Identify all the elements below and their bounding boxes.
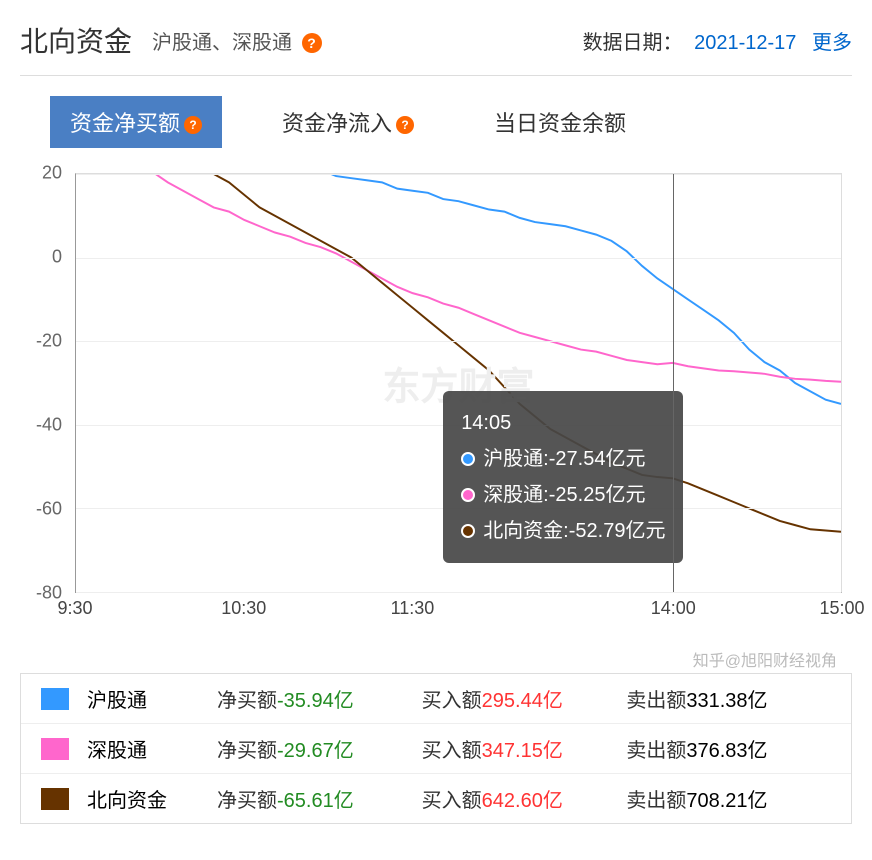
x-tick: 10:30	[221, 598, 266, 619]
net-buy-cell: 净买额-35.94亿	[217, 684, 422, 713]
y-axis: 200-20-40-60-80	[20, 173, 70, 593]
series-name: 沪股通	[87, 684, 217, 713]
help-icon[interactable]: ?	[302, 33, 322, 53]
table-row: 北向资金净买额-65.61亿买入额642.60亿卖出额708.21亿	[21, 774, 851, 823]
tooltip-row: 沪股通:-27.54亿元	[461, 441, 665, 477]
tab-当日资金余额[interactable]: 当日资金余额	[474, 96, 646, 148]
y-tick: 20	[42, 163, 62, 184]
buy-cell: 买入额642.60亿	[422, 784, 627, 813]
series-深股通	[76, 174, 841, 382]
date-value: 2021-12-17	[694, 32, 796, 54]
chart-tooltip: 14:05沪股通:-27.54亿元深股通:-25.25亿元北向资金:-52.79…	[443, 391, 683, 563]
tooltip-time: 14:05	[461, 405, 665, 441]
subtitle: 沪股通、深股通 ?	[152, 26, 322, 55]
main-title: 北向资金	[20, 20, 132, 60]
chart-header: 北向资金 沪股通、深股通 ? 数据日期： 2021-12-17 更多	[20, 10, 852, 76]
net-buy-cell: 净买额-29.67亿	[217, 734, 422, 763]
more-link[interactable]: 更多	[812, 32, 852, 54]
chart-cursor-line	[673, 174, 674, 592]
x-axis: 9:3010:3011:3014:0015:00	[75, 598, 842, 628]
buy-cell: 买入额295.44亿	[422, 684, 627, 713]
series-name: 北向资金	[87, 784, 217, 813]
series-swatch-icon	[41, 738, 69, 760]
sell-cell: 卖出额708.21亿	[626, 784, 831, 813]
table-row: 深股通净买额-29.67亿买入额347.15亿卖出额376.83亿	[21, 724, 851, 774]
x-tick: 15:00	[819, 598, 864, 619]
buy-cell: 买入额347.15亿	[422, 734, 627, 763]
chart-area: 200-20-40-60-80 东方财富 14:05沪股通:-27.54亿元深股…	[20, 173, 852, 643]
sell-cell: 卖出额376.83亿	[626, 734, 831, 763]
x-tick: 9:30	[57, 598, 92, 619]
chart-plot[interactable]: 东方财富 14:05沪股通:-27.54亿元深股通:-25.25亿元北向资金:-…	[75, 173, 842, 593]
attribution-mark: 知乎@旭阳财经视角	[693, 647, 837, 671]
tab-资金净流入[interactable]: 资金净流入?	[262, 96, 434, 148]
tooltip-row: 北向资金:-52.79亿元	[461, 513, 665, 549]
tooltip-row: 深股通:-25.25亿元	[461, 477, 665, 513]
tabs-row: 资金净买额? 资金净流入? 当日资金余额	[20, 76, 852, 148]
date-label: 数据日期：	[583, 32, 683, 54]
y-tick: -40	[36, 415, 62, 436]
summary-table: 沪股通净买额-35.94亿买入额295.44亿卖出额331.38亿深股通净买额-…	[20, 673, 852, 824]
help-icon[interactable]: ?	[396, 116, 414, 134]
date-section: 数据日期： 2021-12-17 更多	[583, 26, 852, 55]
net-buy-cell: 净买额-65.61亿	[217, 784, 422, 813]
help-icon[interactable]: ?	[184, 116, 202, 134]
table-row: 沪股通净买额-35.94亿买入额295.44亿卖出额331.38亿	[21, 674, 851, 724]
series-dot-icon	[461, 452, 475, 466]
x-tick: 11:30	[391, 598, 435, 619]
y-tick: -20	[36, 331, 62, 352]
x-tick: 14:00	[651, 598, 696, 619]
series-swatch-icon	[41, 688, 69, 710]
series-dot-icon	[461, 488, 475, 502]
series-dot-icon	[461, 524, 475, 538]
series-name: 深股通	[87, 734, 217, 763]
y-tick: 0	[52, 247, 62, 268]
series-沪股通	[76, 174, 841, 404]
y-tick: -60	[36, 499, 62, 520]
sell-cell: 卖出额331.38亿	[626, 684, 831, 713]
series-swatch-icon	[41, 788, 69, 810]
tab-资金净买额[interactable]: 资金净买额?	[50, 96, 222, 148]
